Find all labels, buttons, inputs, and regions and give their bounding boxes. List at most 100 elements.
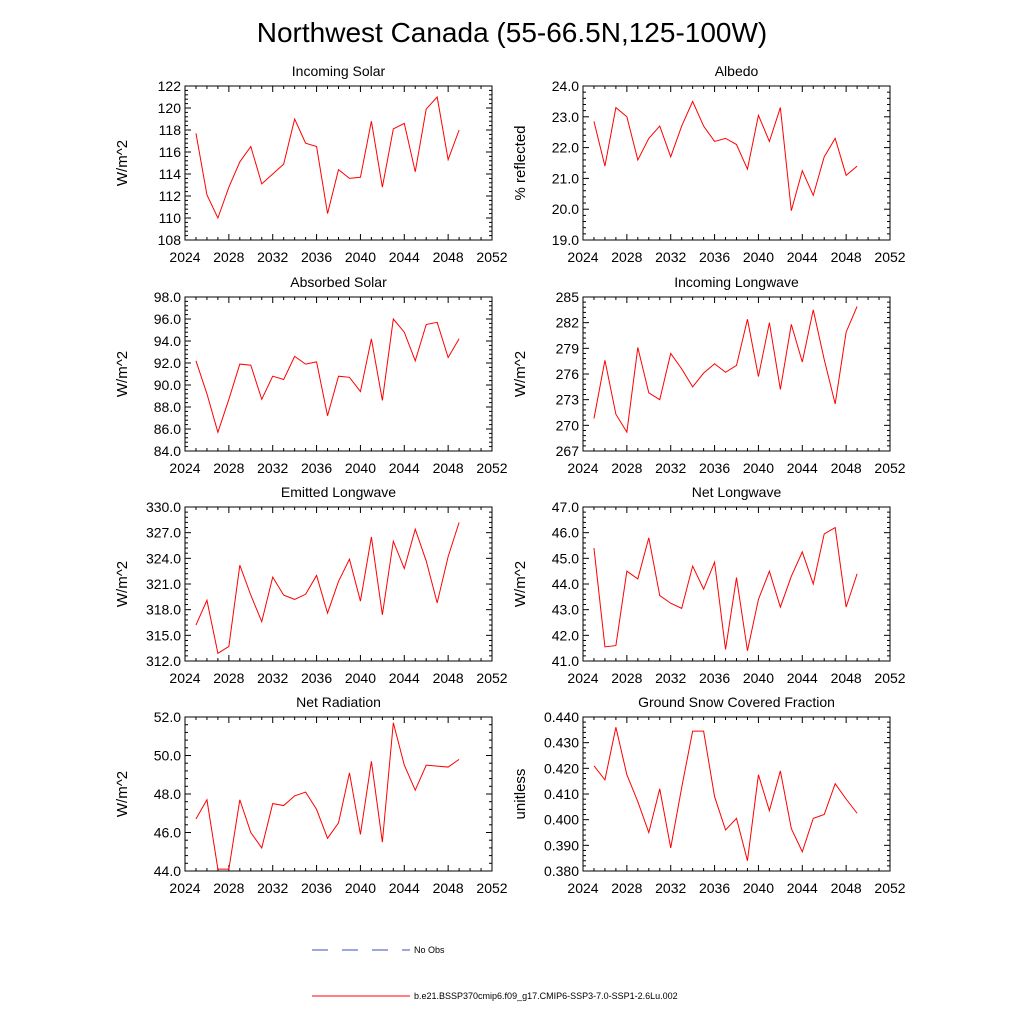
x-tick-label: 2036: [699, 460, 730, 476]
x-tick-label: 2032: [655, 460, 686, 476]
panel-title: Absorbed Solar: [290, 274, 387, 290]
y-tick-label: 46.0: [154, 825, 181, 841]
x-tick-label: 2052: [476, 880, 507, 896]
y-tick-label: 42.0: [552, 627, 579, 643]
plot-frame: [582, 506, 891, 662]
plot-frame: [184, 296, 493, 452]
x-tick-label: 2032: [655, 670, 686, 686]
y-tick-label: 0.440: [544, 709, 579, 725]
y-axis-label: W/m^2: [114, 771, 131, 817]
x-tick-label: 2052: [476, 249, 507, 265]
x-tick-label: 2044: [787, 460, 818, 476]
y-tick-label: 96.0: [154, 311, 181, 327]
panel-incoming-longwave: Incoming Longwave 2024 2028 2032 2036 2040 204…: [512, 274, 906, 476]
plot-frame: [582, 716, 891, 872]
x-tick-label: 2040: [345, 880, 376, 896]
figure-title: Northwest Canada (55-66.5N,125-100W): [257, 17, 767, 48]
y-tick-label: 276: [556, 366, 580, 382]
x-tick-label: 2044: [389, 880, 420, 896]
panel-emitted-longwave: Emitted Longwave 2024 2028 2032 2036 2040 2044…: [114, 484, 508, 686]
panel-title: Net Longwave: [692, 484, 782, 500]
y-tick-label: 43.0: [552, 602, 579, 618]
x-tick-label: 2032: [257, 880, 288, 896]
y-tick-label: 0.400: [544, 812, 579, 828]
panels: Incoming Solar 2024 2028 2032 2036 2040 2044 20…: [114, 63, 906, 896]
panel-incoming-solar: Incoming Solar 2024 2028 2032 2036 2040 2044 20…: [114, 63, 508, 265]
x-tick-label: 2052: [874, 460, 905, 476]
y-tick-label: 114: [159, 166, 182, 182]
y-tick-label: 0.410: [544, 786, 579, 802]
panel-title: Incoming Solar: [292, 63, 386, 79]
legend-label-no-obs: No Obs: [414, 945, 445, 955]
y-tick-label: 270: [556, 417, 580, 433]
series-line: [195, 95, 460, 220]
x-tick-label: 2044: [389, 249, 420, 265]
x-tick-label: 2028: [611, 670, 642, 686]
x-tick-label: 2044: [787, 249, 818, 265]
plot-frame: [184, 716, 493, 872]
series-line: [195, 522, 460, 655]
y-tick-label: 21.0: [552, 170, 579, 186]
y-tick-label: 20.0: [552, 201, 579, 217]
y-tick-label: 330.0: [146, 499, 181, 515]
panel-title: Emitted Longwave: [281, 484, 396, 500]
plot-frame: [582, 296, 891, 452]
x-tick-label: 2044: [389, 670, 420, 686]
x-tick-label: 2048: [433, 249, 464, 265]
y-axis-label: W/m^2: [114, 561, 131, 607]
series-line: [195, 317, 460, 434]
x-tick-label: 2028: [213, 460, 244, 476]
y-tick-label: 122: [158, 78, 182, 94]
y-tick-label: 285: [556, 289, 580, 305]
x-tick-label: 2044: [787, 670, 818, 686]
y-axis-label: unitless: [512, 769, 529, 820]
panel-albedo: Albedo 2024 2028 2032 2036 2040 2044 2048 2052 19…: [512, 63, 906, 265]
x-tick-label: 2028: [213, 880, 244, 896]
y-tick-label: 282: [556, 315, 580, 331]
y-tick-label: 267: [556, 443, 580, 459]
x-tick-label: 2048: [433, 880, 464, 896]
x-tick-label: 2036: [699, 880, 730, 896]
y-tick-label: 318.0: [146, 602, 181, 618]
x-tick-label: 2024: [567, 460, 598, 476]
y-tick-label: 52.0: [154, 709, 181, 725]
y-tick-label: 84.0: [154, 443, 181, 459]
x-tick-label: 2036: [699, 670, 730, 686]
x-tick-label: 2036: [301, 670, 332, 686]
y-tick-label: 273: [556, 392, 580, 408]
x-tick-label: 2040: [743, 460, 774, 476]
panel-net-radiation: Net Radiation 2024 2028 2032 2036 2040 2044 204…: [114, 694, 508, 896]
y-tick-label: 24.0: [552, 78, 579, 94]
y-tick-label: 0.420: [544, 760, 579, 776]
y-axis-label: W/m^2: [512, 351, 529, 397]
x-tick-label: 2048: [831, 670, 862, 686]
x-tick-label: 2048: [831, 249, 862, 265]
x-tick-label: 2032: [257, 670, 288, 686]
plot-frame: [184, 506, 493, 662]
y-tick-label: 86.0: [154, 421, 181, 437]
y-tick-label: 90.0: [154, 377, 181, 393]
series-line: [593, 727, 858, 861]
x-tick-label: 2036: [301, 880, 332, 896]
y-tick-label: 279: [556, 340, 580, 356]
y-tick-label: 324.0: [146, 550, 181, 566]
x-tick-label: 2048: [831, 460, 862, 476]
x-tick-label: 2032: [257, 460, 288, 476]
y-tick-label: 92.0: [154, 355, 181, 371]
y-tick-label: 0.390: [544, 837, 579, 853]
panel-absorbed-solar: Absorbed Solar 2024 2028 2032 2036 2040 2044 20…: [114, 274, 508, 476]
x-tick-label: 2040: [345, 670, 376, 686]
y-tick-label: 0.380: [544, 863, 579, 879]
y-tick-label: 108: [158, 232, 182, 248]
y-tick-label: 88.0: [154, 399, 181, 415]
y-axis-label: W/m^2: [114, 351, 131, 397]
y-tick-label: 118: [159, 122, 182, 138]
y-tick-label: 48.0: [154, 786, 181, 802]
x-tick-label: 2036: [301, 460, 332, 476]
x-tick-label: 2044: [787, 880, 818, 896]
y-tick-label: 45.0: [552, 550, 579, 566]
x-tick-label: 2048: [433, 670, 464, 686]
y-axis-label: W/m^2: [512, 561, 529, 607]
x-tick-label: 2052: [874, 880, 905, 896]
y-tick-label: 46.0: [552, 525, 579, 541]
